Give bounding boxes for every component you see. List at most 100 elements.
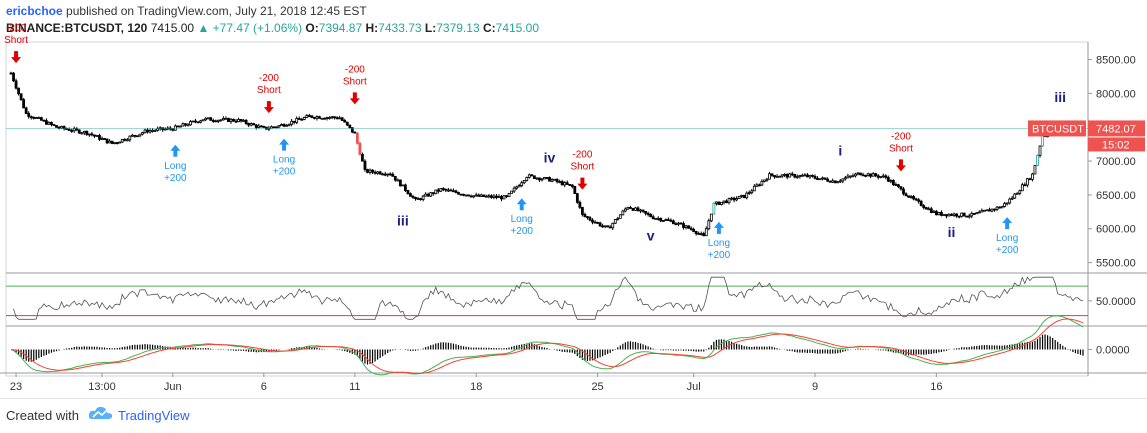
candle [932, 210, 936, 213]
candle [704, 228, 708, 237]
tradingview-cloud-icon [88, 406, 113, 419]
candle [93, 134, 96, 137]
candle [24, 107, 28, 114]
candle [138, 133, 142, 137]
candle [775, 175, 779, 178]
candle [848, 175, 852, 178]
candle [350, 127, 354, 133]
up-arrow-icon: ▲ [197, 21, 210, 35]
candle [125, 139, 129, 142]
candle [899, 186, 903, 190]
candle [960, 212, 964, 217]
candle [123, 138, 127, 141]
open-value: 7394.87 [318, 21, 363, 35]
candle [9, 72, 13, 75]
candle [806, 174, 809, 178]
candle [98, 135, 101, 140]
candle [436, 189, 440, 192]
candle [270, 126, 273, 129]
candle [297, 118, 301, 120]
candle [275, 126, 278, 129]
candle [982, 209, 986, 212]
candle [553, 178, 556, 181]
candle [373, 171, 377, 174]
candle [312, 117, 316, 119]
candle [345, 121, 349, 126]
candle [479, 194, 483, 197]
candle [664, 219, 668, 222]
candle [249, 123, 253, 126]
candle [672, 220, 675, 225]
candle [530, 174, 534, 177]
candle [502, 195, 506, 200]
candle [687, 225, 690, 229]
time-tick-label: 25 [591, 381, 603, 393]
tradingview-brand[interactable]: TradingView [118, 408, 190, 423]
wave-label: i [838, 143, 842, 159]
candle [32, 116, 36, 119]
candle [666, 219, 670, 222]
candle [864, 174, 867, 177]
candle [570, 184, 574, 187]
candle [378, 171, 382, 175]
candle [472, 195, 476, 198]
candle [689, 227, 693, 230]
candle [1018, 190, 1022, 194]
candle [965, 215, 969, 218]
price-tick-label: 8000.00 [1096, 88, 1136, 100]
candle [631, 207, 635, 211]
candle [259, 125, 263, 128]
candle [300, 118, 304, 121]
author-name[interactable]: ericbchoe [6, 4, 63, 18]
candle [330, 116, 334, 119]
short-label: -200 [345, 64, 365, 75]
candle [487, 195, 491, 198]
candle [580, 206, 584, 215]
candle [176, 125, 180, 128]
candle [90, 133, 94, 136]
rsi-line [13, 276, 1084, 320]
candle [972, 212, 976, 215]
candle [924, 207, 928, 210]
candle [118, 141, 122, 144]
candle [87, 133, 91, 136]
candle [798, 174, 802, 178]
candle [204, 117, 208, 121]
candle [922, 205, 926, 208]
candle [17, 87, 20, 95]
candle [641, 209, 645, 212]
candle [763, 179, 766, 182]
short-arrow-icon [11, 51, 22, 64]
candle [843, 177, 847, 180]
time-tick-label: 23 [10, 381, 22, 393]
candle [434, 189, 438, 195]
long-arrow-icon [170, 144, 181, 157]
candle [917, 199, 921, 202]
candle [85, 130, 89, 135]
price-tick-label: 5500.00 [1096, 258, 1136, 270]
candle [292, 120, 296, 123]
candle [816, 177, 819, 180]
candle [214, 120, 218, 123]
candle [881, 175, 885, 178]
candle [543, 177, 546, 180]
wave-label: iii [1054, 89, 1066, 105]
candle [517, 185, 521, 188]
candle [722, 200, 726, 203]
candle [737, 195, 741, 199]
candle [72, 128, 76, 132]
candle [790, 173, 794, 176]
chart-canvas[interactable]: 8500.008000.007500.007000.006500.006000.… [0, 0, 1147, 398]
candle [163, 128, 167, 131]
candle [803, 174, 807, 177]
countdown-value: 15:02 [1102, 139, 1130, 151]
candle [565, 182, 569, 185]
price-tick-label: 6500.00 [1096, 190, 1136, 202]
candle [457, 192, 460, 195]
candle [108, 140, 112, 144]
candle [315, 116, 319, 119]
candle [563, 182, 567, 186]
candle [398, 179, 402, 187]
candle [841, 178, 845, 182]
candle [697, 233, 701, 235]
